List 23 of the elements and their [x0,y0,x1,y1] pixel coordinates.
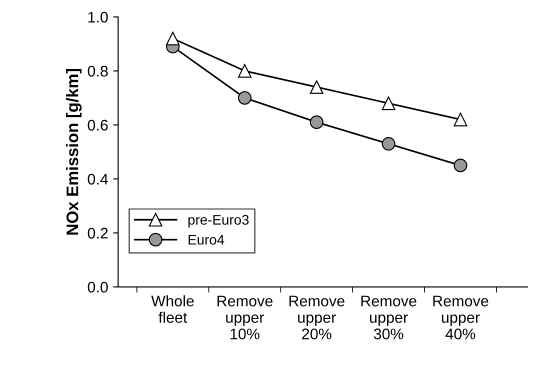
y-tick-label: 1.0 [88,12,108,23]
point [310,80,324,94]
point [454,158,468,172]
y-tick-label: 0.4 [88,174,108,185]
point [166,32,180,46]
legend-label: Euro4 [188,234,224,245]
y-tick-label: 0.0 [88,282,108,293]
point [310,115,324,130]
x-tick-label: Remove upper 30% [361,296,416,340]
y-tick-label: 0.2 [88,228,108,239]
point [238,64,252,78]
x-tick-label: Whole fleet [151,295,194,323]
y-axis-title: NOx Emission [g/km] [66,69,82,235]
y-tick-label: 0.8 [88,66,108,77]
point [382,96,396,110]
legend-label: pre-Euro3 [188,214,249,228]
point [454,112,468,126]
x-tick-label: Remove upper 20% [289,296,344,340]
y-tick-label: 0.6 [88,120,108,131]
x-tick-label: Remove upper 40% [433,296,488,340]
x-tick-label: Remove upper 10% [218,296,272,340]
point [238,91,252,105]
point [382,137,396,151]
